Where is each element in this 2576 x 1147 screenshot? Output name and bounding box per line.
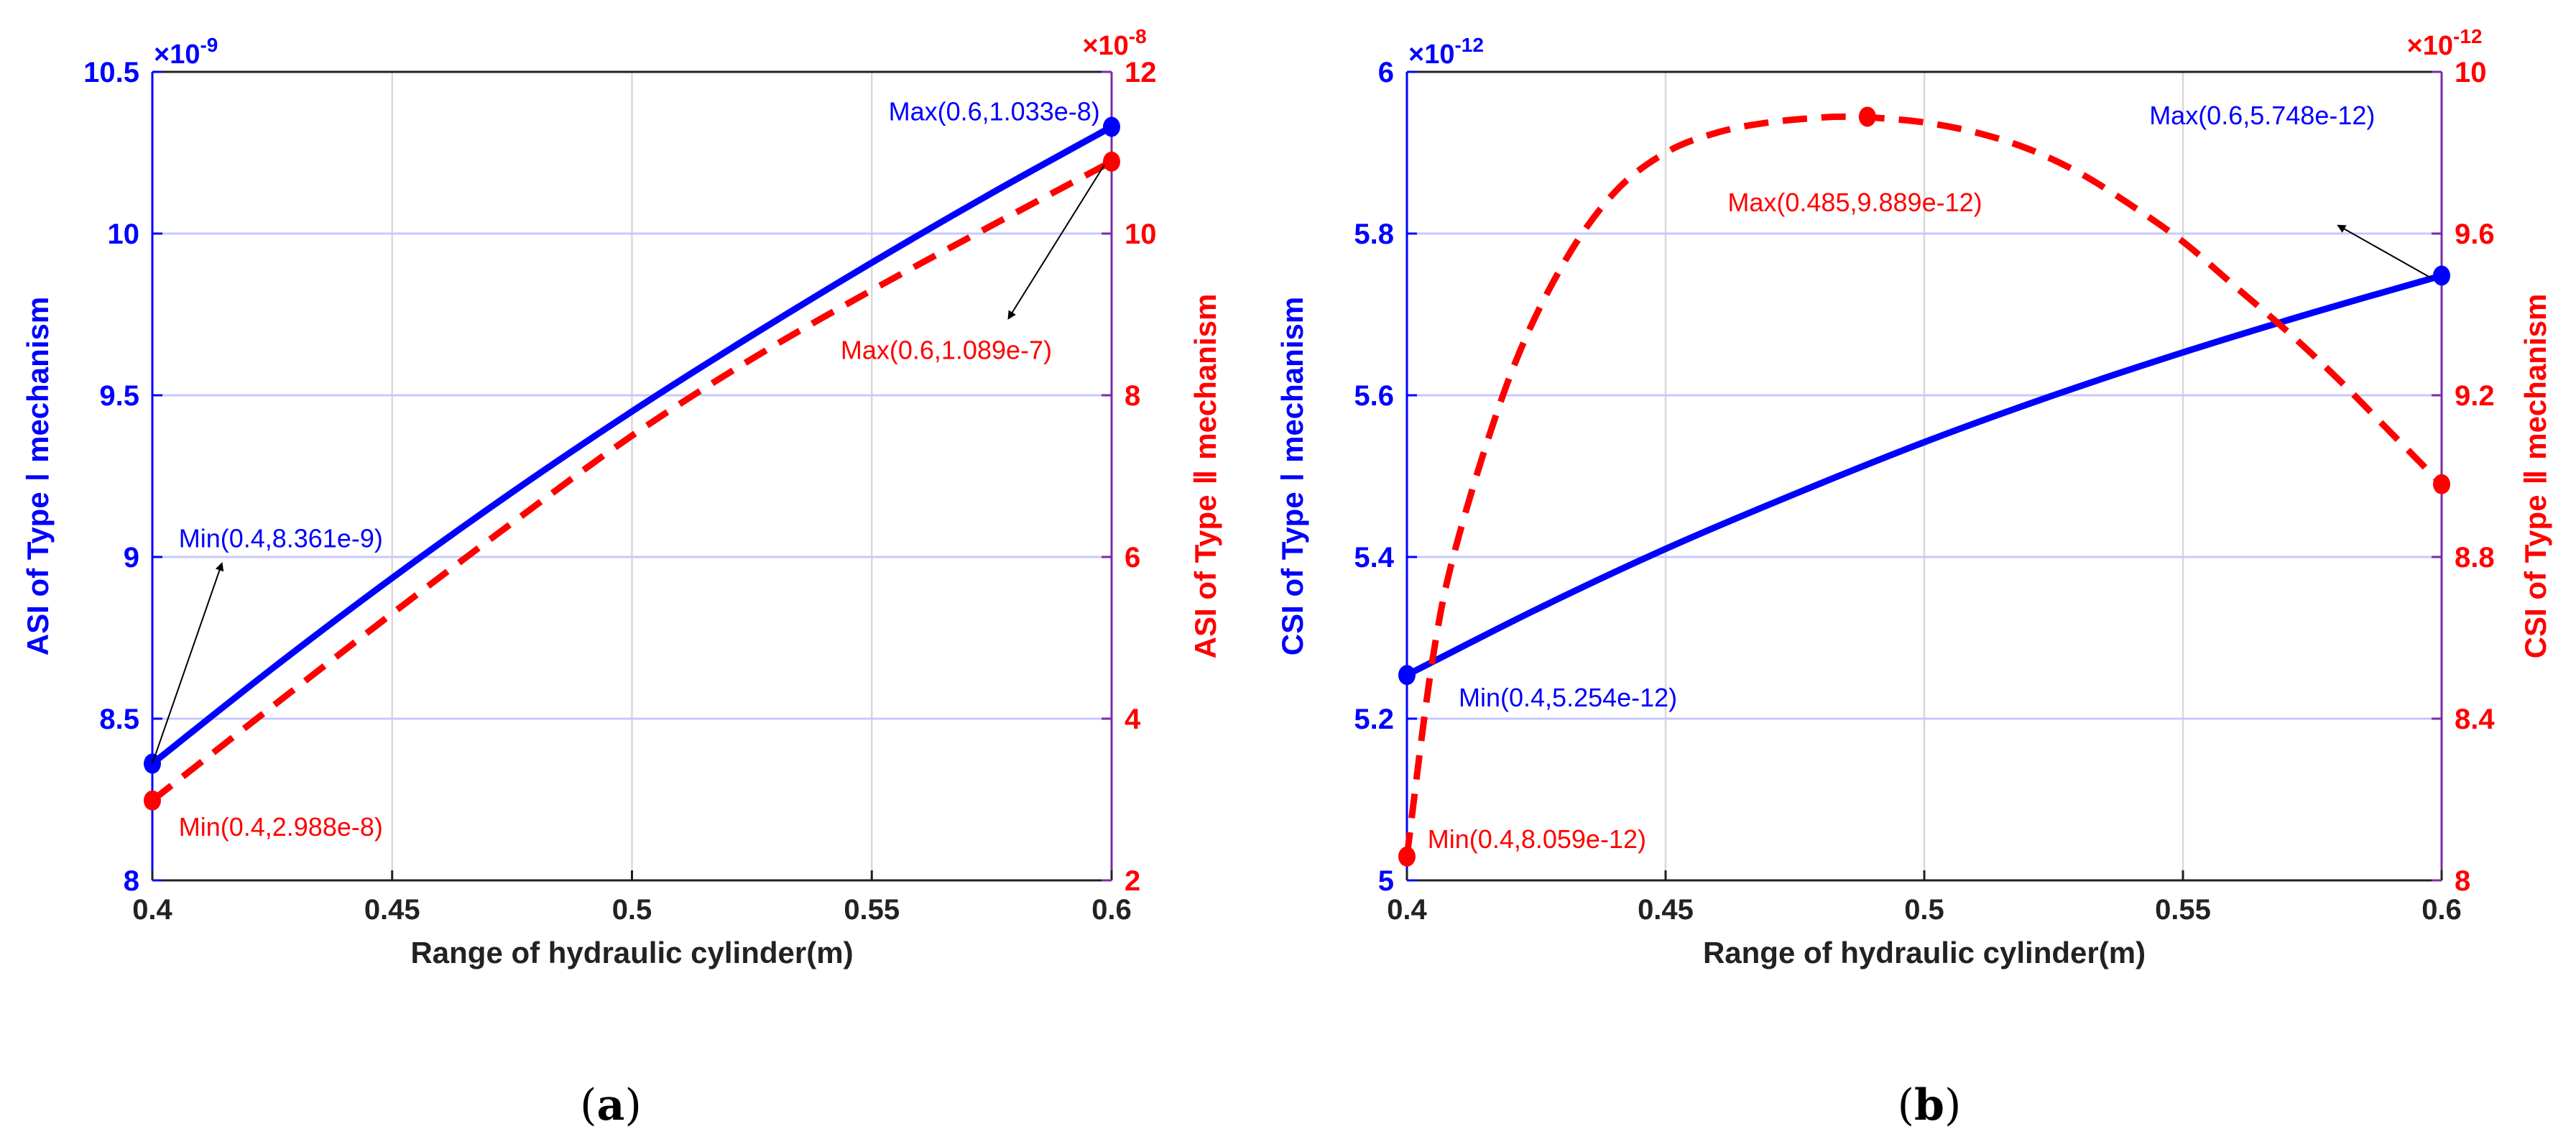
left-y-tick-label: 9 (124, 542, 139, 574)
x-tick-label: 0.5 (1904, 894, 1944, 926)
right-y-tick-label: 9.6 (2455, 218, 2495, 250)
right-y-tick-label: 12 (1125, 57, 1157, 88)
right-y-tick-label: 10 (2455, 57, 2487, 88)
data-point-marker (1103, 116, 1120, 137)
caption-close-paren: ) (624, 1080, 641, 1130)
right-y-tick-label: 6 (1125, 542, 1140, 574)
x-tick-label: 0.45 (1638, 894, 1694, 926)
left-y-tick-label: 5.8 (1354, 218, 1394, 250)
right-y-label-suffix: mechanism (2519, 294, 2552, 460)
left-y-tick-label: 9.5 (99, 380, 139, 412)
left-y-axis-label: ASI of Type Ⅰmechanism (21, 297, 55, 655)
left-y-tick-label: 10 (108, 218, 140, 250)
left-exponent-base: ×10 (154, 40, 200, 70)
left-y-tick-label: 5.6 (1354, 380, 1394, 412)
x-tick-label: 0.4 (132, 894, 172, 926)
data-point-marker (2433, 265, 2450, 286)
data-point-marker (1858, 106, 1876, 127)
x-tick-label: 0.45 (364, 894, 420, 926)
annotation-label: Min(0.4,8.059e-12) (1428, 824, 1646, 854)
left-exponent-power: -9 (200, 34, 218, 56)
right-y-label-prefix: CSI of Type (2519, 494, 2552, 658)
right-y-tick-label: 9.2 (2455, 380, 2495, 412)
annotation-label: Max(0.6,5.748e-12) (2149, 101, 2375, 130)
annotation-arrow (152, 562, 224, 764)
x-tick-label: 0.6 (2422, 894, 2462, 926)
right-exponent-power: -12 (2453, 25, 2482, 47)
right-exponent-base: ×10 (1082, 31, 1128, 61)
x-axis-label: Range of hydraulic cylinder(m) (410, 936, 853, 969)
series-line-type-2 (1403, 113, 2445, 857)
data-point-marker (1398, 665, 1416, 686)
data-point-marker (1398, 846, 1416, 867)
right-y-axis-label: ASI of Type Ⅱmechanism (1188, 294, 1222, 659)
panel-a-chart: 0.4 0.45 0.5 0.55 0.6 Range of hydraulic cyli… (21, 25, 1222, 1130)
panel-b-chart: 0.4 0.45 0.5 0.55 0.6 Range of hydraulic cyli… (1275, 25, 2552, 1130)
series-line-type-1 (1405, 272, 2443, 678)
caption-letter: a (597, 1080, 625, 1130)
annotation-label: Min(0.4,8.361e-9) (179, 524, 383, 553)
right-exponent-base: ×10 (2407, 31, 2453, 61)
annotation-arrow (1007, 164, 1105, 320)
left-y-label-numeral: Ⅰ (21, 473, 55, 482)
x-axis-label: Range of hydraulic cylinder(m) (1703, 936, 2146, 969)
left-y-tick-label: 6 (1378, 57, 1394, 88)
annotation-label: Min(0.4,2.988e-8) (179, 812, 383, 842)
right-exponent-label: ×10-8 (1082, 25, 1146, 61)
left-y-label-numeral: Ⅰ (1275, 473, 1309, 482)
right-y-tick-label: 8.4 (2455, 704, 2495, 735)
caption-open-paren: ( (1898, 1080, 1914, 1130)
left-y-tick-label: 5.4 (1354, 542, 1394, 574)
left-y-tick-label: 8 (124, 865, 139, 897)
left-y-label-prefix: ASI of Type (21, 492, 55, 655)
panel-caption: (a) (580, 1080, 642, 1130)
data-point-marker (1103, 151, 1120, 172)
right-y-label-prefix: ASI of Type (1188, 494, 1222, 658)
right-y-tick-label: 2 (1125, 865, 1140, 897)
left-y-tick-label: 5 (1378, 865, 1394, 897)
caption-letter: b (1914, 1080, 1944, 1130)
right-exponent-power: -8 (1129, 25, 1147, 47)
right-y-label-numeral: Ⅱ (2519, 470, 2552, 485)
right-exponent-label: ×10-12 (2407, 25, 2483, 61)
left-y-axis-label: CSI of Type Ⅰmechanism (1275, 297, 1309, 655)
left-y-tick-label: 8.5 (99, 704, 139, 735)
left-y-tick-label: 5.2 (1354, 704, 1394, 735)
panel-caption: (b) (1898, 1080, 1962, 1130)
right-y-label-numeral: Ⅱ (1188, 470, 1222, 485)
caption-open-paren: ( (580, 1080, 596, 1130)
annotation-label: Min(0.4,5.254e-12) (1459, 683, 1677, 712)
left-exponent-base: ×10 (1408, 40, 1454, 70)
right-y-tick-label: 4 (1125, 704, 1141, 735)
right-y-tick-label: 8 (1125, 380, 1140, 412)
x-tick-label: 0.6 (1091, 894, 1132, 926)
annotation-label: Max(0.6,1.033e-8) (889, 97, 1100, 126)
right-y-tick-label: 8 (2455, 865, 2470, 897)
right-y-tick-label: 8.8 (2455, 542, 2495, 574)
x-tick-label: 0.55 (2155, 894, 2211, 926)
left-exponent-label: ×10-12 (1408, 34, 1484, 70)
annotation-label: Max(0.6,1.089e-7) (841, 335, 1052, 364)
right-y-label-suffix: mechanism (1188, 294, 1222, 460)
caption-close-paren: ) (1944, 1080, 1961, 1130)
annotation-label: Max(0.485,9.889e-12) (1727, 188, 1982, 217)
right-y-tick-label: 10 (1125, 218, 1157, 250)
series-line-type-2 (150, 158, 1114, 803)
data-point-marker (2433, 474, 2450, 494)
left-exponent-label: ×10-9 (154, 34, 218, 70)
left-y-tick-label: 10.5 (83, 57, 139, 88)
left-y-label-suffix: mechanism (21, 297, 55, 463)
left-y-label-prefix: CSI of Type (1275, 492, 1309, 655)
right-y-axis-label: CSI of Type Ⅱmechanism (2519, 294, 2552, 659)
series-line-type-1 (150, 124, 1114, 767)
x-tick-label: 0.4 (1387, 894, 1427, 926)
data-point-marker (144, 790, 161, 811)
x-tick-label: 0.5 (612, 894, 652, 926)
left-y-label-suffix: mechanism (1275, 297, 1309, 463)
left-exponent-power: -12 (1454, 34, 1483, 56)
x-tick-label: 0.55 (844, 894, 900, 926)
annotation-arrow (2337, 224, 2432, 279)
